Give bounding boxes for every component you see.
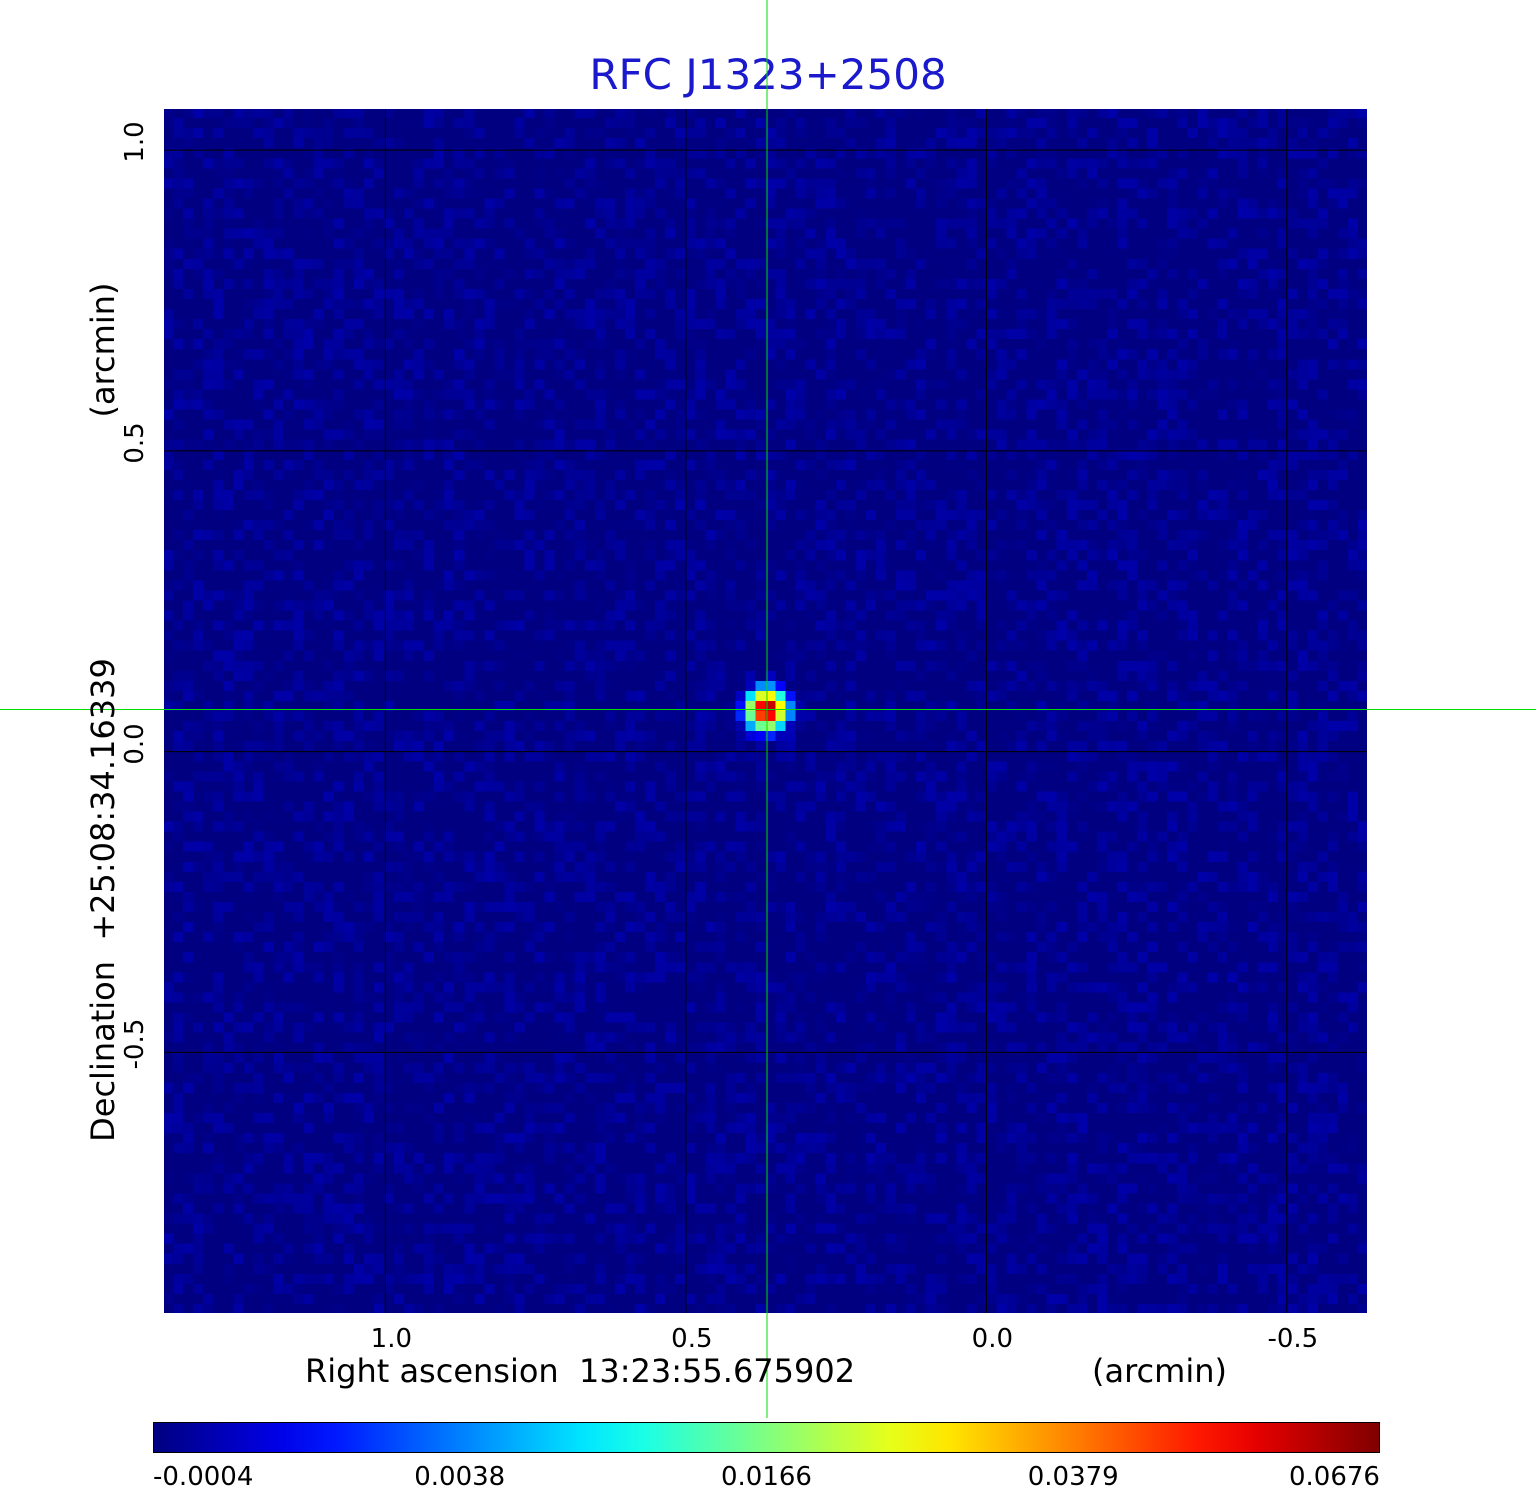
x-tick-label: -0.5 <box>1267 1324 1319 1354</box>
x-tick-label: 0.5 <box>671 1324 713 1354</box>
x-tick-label: 0.0 <box>971 1324 1014 1354</box>
x-axis-unit: (arcmin) <box>1092 1352 1227 1390</box>
y-tick-label: -0.5 <box>120 1018 150 1070</box>
colorbar-tick-label: 0.0676 <box>1289 1462 1380 1492</box>
chart-title: RFC J1323+2508 <box>589 50 947 99</box>
x-axis-label: Right ascension 13:23:55.675902 <box>305 1352 856 1390</box>
y-axis-unit: (arcmin) <box>84 282 122 418</box>
colorbar-tick-label: -0.0004 <box>153 1462 254 1492</box>
y-tick-label: 0.5 <box>120 422 150 464</box>
y-tick-label: 0.0 <box>120 722 150 765</box>
colorbar-tick-label: 0.0166 <box>721 1462 812 1492</box>
y-tick-label: 1.0 <box>120 121 150 163</box>
heatmap-image[interactable] <box>163 108 1368 1314</box>
colorbar-tick-label: 0.0379 <box>1027 1462 1119 1492</box>
y-axis-label: Declination +25:08:34.16339 <box>84 658 122 1142</box>
x-tick-label: 1.0 <box>370 1324 413 1354</box>
plot-border <box>162 107 1369 1315</box>
colorbar <box>153 1422 1380 1453</box>
colorbar-tick-label: 0.0038 <box>414 1462 506 1492</box>
